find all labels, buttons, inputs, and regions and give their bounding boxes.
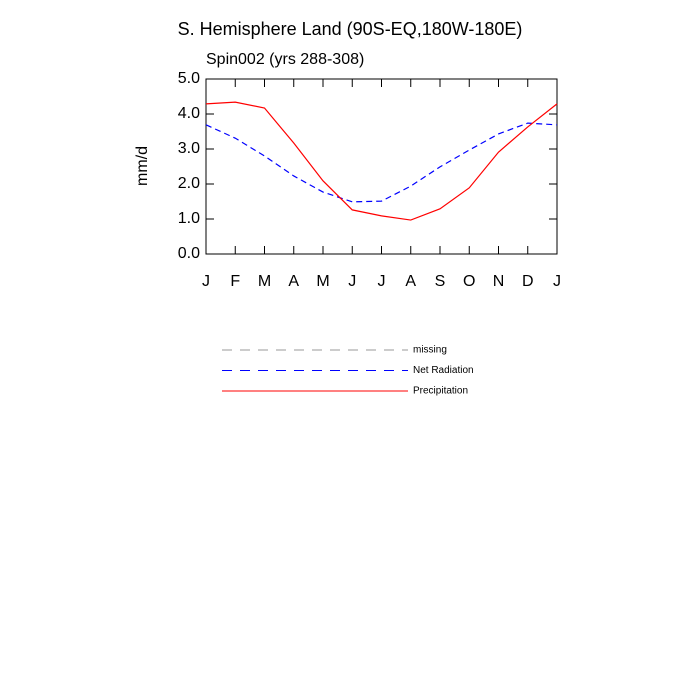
x-tick-label: J bbox=[378, 273, 386, 290]
x-tick-label: O bbox=[463, 273, 475, 290]
y-tick-label: 4.0 bbox=[178, 105, 200, 122]
x-tick-label: J bbox=[553, 273, 561, 290]
series-line bbox=[205, 101, 558, 221]
y-tick-label: 2.0 bbox=[178, 175, 200, 192]
x-tick-label: J bbox=[348, 273, 356, 290]
x-tick-label: M bbox=[316, 273, 329, 290]
x-tick-label: A bbox=[405, 273, 416, 290]
chart-subtitle: Spin002 (yrs 288-308) bbox=[206, 51, 364, 68]
legend-label: missing bbox=[413, 345, 447, 356]
y-tick-label: 5.0 bbox=[178, 70, 200, 87]
y-axis-label: mm/d bbox=[134, 146, 151, 186]
series-line bbox=[205, 122, 558, 203]
x-tick-label: S bbox=[435, 273, 446, 290]
x-tick-label: A bbox=[288, 273, 299, 290]
x-tick-label: M bbox=[258, 273, 271, 290]
x-tick-label: N bbox=[493, 273, 505, 290]
y-tick-label: 3.0 bbox=[178, 140, 200, 157]
legend-label: Precipitation bbox=[413, 386, 468, 397]
x-tick-label: J bbox=[202, 273, 210, 290]
x-tick-label: D bbox=[522, 273, 534, 290]
plot-frame bbox=[205, 78, 558, 255]
chart-title: S. Hemisphere Land (90S-EQ,180W-180E) bbox=[178, 19, 523, 39]
y-tick-label: 1.0 bbox=[178, 210, 200, 227]
x-tick-label: F bbox=[230, 273, 240, 290]
legend-label: Net Radiation bbox=[413, 365, 474, 376]
y-tick-label: 0.0 bbox=[178, 245, 200, 262]
